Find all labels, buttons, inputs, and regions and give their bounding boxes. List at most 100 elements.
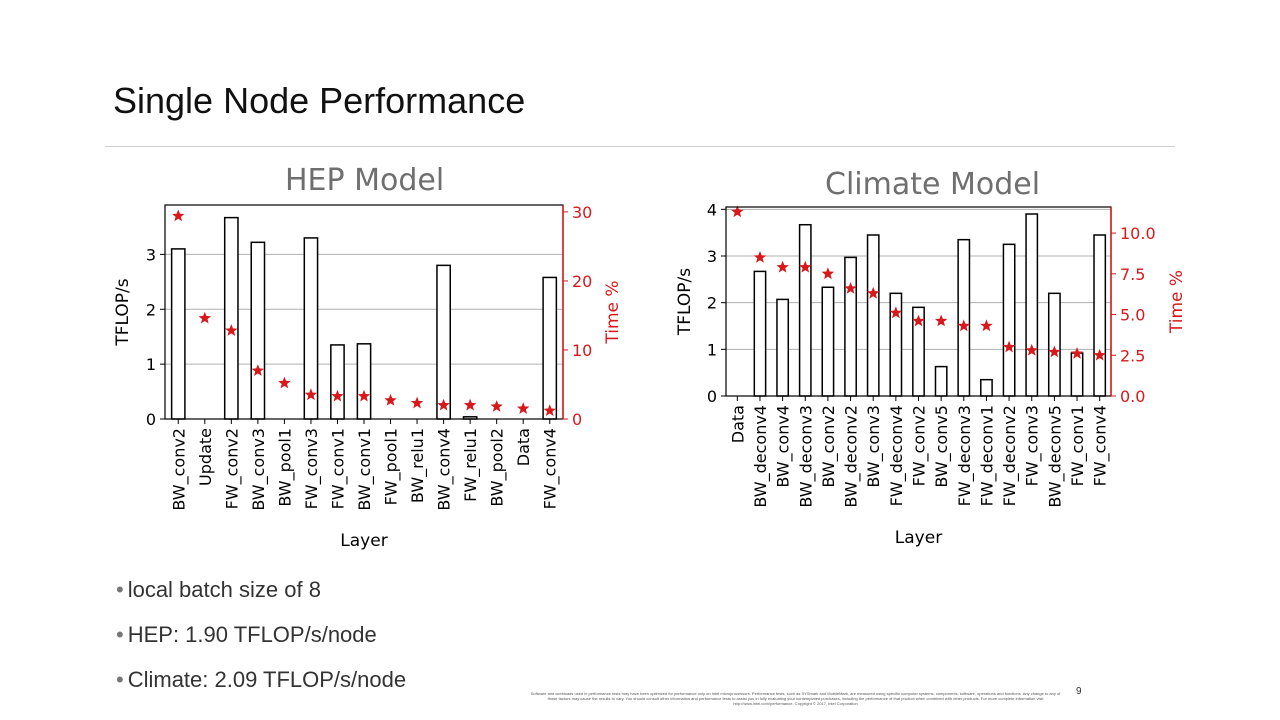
x-tick-label: FW_deconv4 (887, 405, 907, 506)
x-tick-label: BW_conv5 (932, 405, 952, 488)
bar (1070, 352, 1084, 397)
x-tick-label: FW_conv1 (1068, 405, 1088, 486)
x-tick-label: FW_conv3 (302, 428, 322, 509)
legal-disclaimer: Software and workloads used in performan… (530, 691, 1061, 706)
bullet-text: Climate: 2.09 TFLOP/s/node (127, 667, 407, 692)
bar (980, 378, 993, 397)
time-marker (1048, 345, 1061, 358)
time-marker (490, 400, 503, 412)
bar (1047, 292, 1061, 397)
y2-tick-label: 5.0 (1120, 306, 1145, 325)
y2-tick-label: 30 (572, 203, 592, 222)
bullet-item: • local batch size of 8 (116, 577, 321, 602)
time-marker (198, 311, 211, 324)
y-tick-label: 2 (707, 294, 717, 313)
x-tick-label: BW_conv2 (169, 428, 189, 511)
x-tick-label: FW_conv1 (328, 428, 348, 509)
y2-tick-label: 20 (572, 272, 592, 291)
bar (1093, 234, 1107, 397)
time-marker (912, 314, 925, 327)
y2-axis-label: Time % (603, 280, 623, 344)
bar (844, 256, 857, 397)
bar (1025, 213, 1039, 397)
bar (1002, 243, 1016, 397)
bar (866, 234, 880, 397)
x-tick-label: BW_relu1 (408, 428, 428, 503)
x-axis-label: Layer (895, 528, 942, 548)
time-marker (464, 398, 477, 411)
x-tick-label: BW_conv2 (819, 405, 839, 488)
y2-tick-label: 0.0 (1120, 387, 1145, 406)
time-marker (543, 404, 556, 416)
bar (776, 298, 790, 397)
x-tick-label: BW_deconv2 (842, 405, 862, 508)
time-marker (1093, 348, 1106, 361)
x-tick-label: FW_pool1 (382, 428, 402, 505)
hep-chart-title: HEP Model (285, 163, 445, 198)
time-marker (935, 314, 948, 327)
time-marker (278, 376, 291, 389)
y-tick-label: 3 (146, 245, 156, 264)
x-tick-label: Update (196, 428, 215, 486)
time-marker (225, 324, 238, 336)
bar (934, 365, 948, 397)
y2-tick-label: 2.5 (1120, 346, 1145, 365)
time-marker (410, 396, 424, 409)
x-tick-label: Data (728, 405, 747, 443)
y-tick-label: 0 (707, 387, 717, 406)
x-tick-label: BW_deconv3 (796, 405, 816, 508)
y-tick-label: 4 (707, 200, 717, 219)
time-marker (331, 389, 344, 402)
time-marker (357, 389, 371, 402)
y-tick-label: 1 (146, 355, 156, 374)
y-axis-label: TFLOP/s (113, 278, 133, 346)
time-marker (384, 393, 397, 406)
bar (957, 238, 971, 397)
time-marker (731, 205, 744, 218)
x-tick-label: FW_conv3 (1023, 405, 1043, 486)
x-tick-label: BW_deconv5 (1045, 405, 1065, 508)
time-marker (867, 286, 880, 299)
time-marker (251, 364, 264, 376)
climate-chart-title: Climate Model (825, 167, 1041, 202)
time-marker (980, 319, 993, 332)
y-tick-label: 3 (707, 247, 717, 266)
bar (821, 286, 835, 397)
time-marker (844, 282, 857, 294)
x-tick-label: BW_conv3 (249, 428, 269, 511)
bar (798, 223, 812, 397)
x-tick-label: BW_pool1 (275, 428, 295, 507)
x-tick-label: FW_deconv1 (977, 405, 997, 506)
x-tick-label: BW_pool2 (488, 428, 508, 507)
x-tick-label: BW_conv3 (864, 405, 884, 488)
y2-tick-label: 10 (572, 341, 592, 360)
y-tick-label: 1 (707, 340, 717, 359)
bullet-item: • HEP: 1.90 TFLOP/s/node (116, 622, 377, 647)
time-marker (304, 388, 318, 401)
x-tick-label: BW_conv4 (774, 405, 794, 488)
x-axis-label: Layer (340, 531, 387, 551)
y2-tick-label: 7.5 (1120, 265, 1145, 284)
time-marker (1025, 343, 1038, 356)
bullet-item: • Climate: 2.09 TFLOP/s/node (116, 667, 407, 692)
y2-tick-label: 10.0 (1120, 224, 1156, 243)
bullet-text: local batch size of 8 (127, 577, 321, 602)
y2-axis-label: Time % (1167, 270, 1187, 334)
time-marker (172, 209, 185, 222)
y2-tick-label: 0 (572, 410, 582, 429)
time-marker (957, 319, 970, 332)
slide-title: Single Node Performance (113, 80, 526, 121)
time-marker (1070, 347, 1084, 359)
y-tick-label: 2 (146, 300, 156, 319)
x-tick-label: FW_conv4 (1091, 405, 1111, 486)
time-marker (437, 398, 450, 411)
bullet-list: • local batch size of 8 • HEP: 1.90 TFLOP/… (116, 577, 406, 712)
x-tick-label: FW_deconv3 (955, 405, 975, 506)
time-marker (889, 306, 902, 319)
x-tick-label: FW_conv2 (910, 405, 930, 486)
x-tick-label: BW_deconv4 (751, 405, 771, 508)
title-divider (105, 146, 1175, 147)
x-tick-label: FW_relu1 (461, 428, 481, 502)
time-marker (1002, 340, 1016, 353)
